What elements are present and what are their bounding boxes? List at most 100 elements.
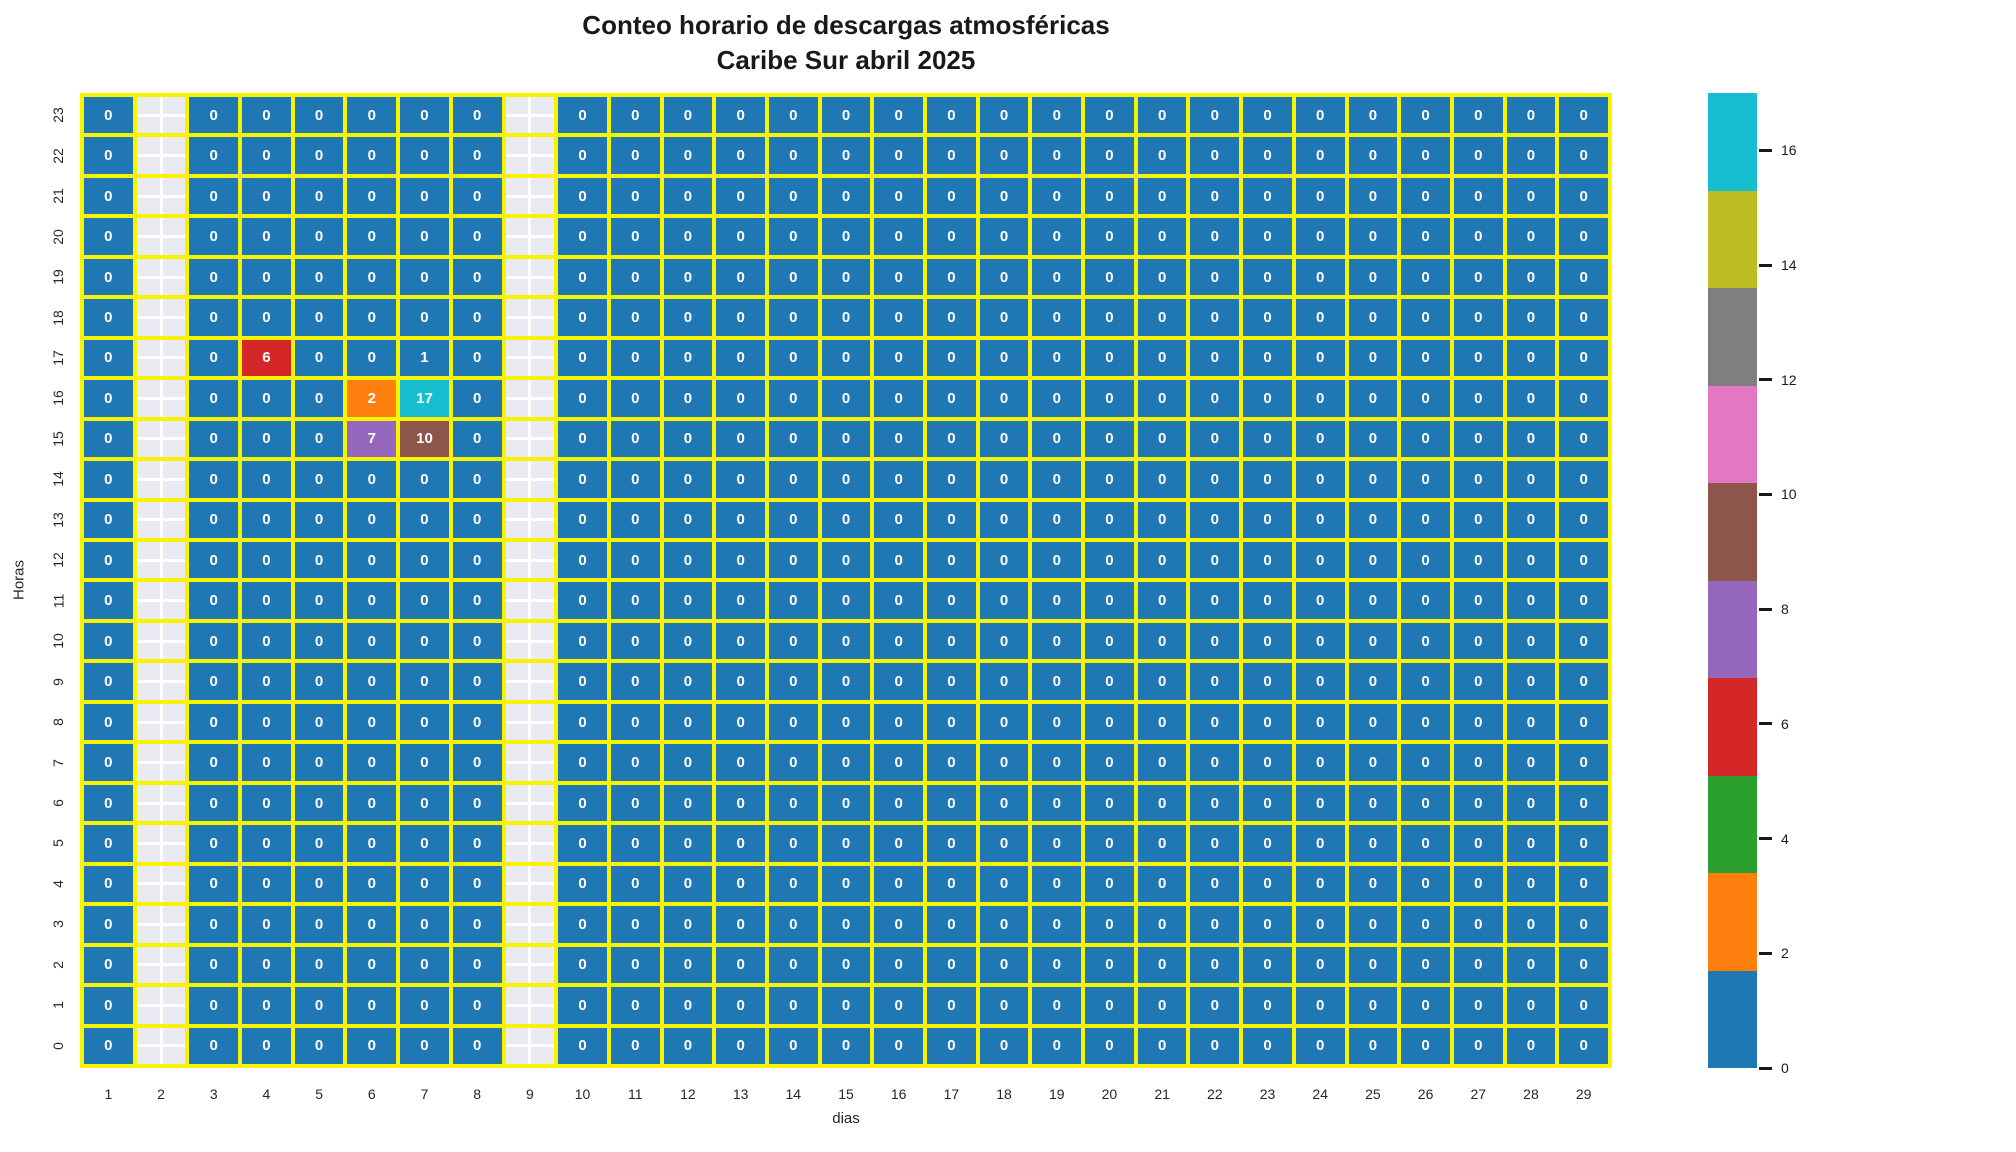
heatmap-cell: 0 <box>927 906 976 943</box>
y-tick-label-text: 15 <box>49 431 66 447</box>
heatmap-cell: 0 <box>84 97 133 134</box>
heatmap-cell: 0 <box>347 784 397 822</box>
y-tick-label-text: 10 <box>49 633 66 649</box>
heatmap-cell: 0 <box>610 542 660 579</box>
heatmap-cell: 0 <box>716 663 765 700</box>
y-tick-label-text: 11 <box>49 593 66 608</box>
heatmap-cell: 0 <box>400 865 449 903</box>
heatmap-cell: 0 <box>1190 137 1240 174</box>
heatmap-cell: 0 <box>821 906 871 943</box>
heatmap-cell: 0 <box>1032 906 1082 943</box>
heatmap-cell: 0 <box>1401 542 1450 579</box>
heatmap-cell: 0 <box>1506 663 1556 700</box>
heatmap-cell: 0 <box>1032 542 1082 579</box>
heatmap-cell: 0 <box>1295 744 1345 781</box>
y-tick-label: 18 <box>42 299 74 335</box>
heatmap-cell: 0 <box>242 987 291 1024</box>
heatmap-cell: 0 <box>1506 380 1556 417</box>
heatmap-cell: 0 <box>1243 339 1292 377</box>
heatmap-cell: 0 <box>1137 906 1187 943</box>
x-tick-label: 14 <box>785 1086 802 1102</box>
heatmap-cell: 0 <box>558 622 607 660</box>
nan-cell <box>136 420 186 458</box>
heatmap-cell: 0 <box>1032 865 1082 903</box>
heatmap-cell: 0 <box>821 622 871 660</box>
heatmap-cell: 0 <box>1559 299 1608 336</box>
heatmap-cell: 0 <box>1506 137 1556 174</box>
heatmap-cell: 0 <box>979 582 1029 619</box>
heatmap-cell: 0 <box>294 622 344 660</box>
heatmap-cell: 0 <box>1190 865 1240 903</box>
heatmap-cell: 0 <box>1032 784 1082 822</box>
heatmap-cell: 0 <box>1137 97 1187 134</box>
heatmap-cell: 0 <box>294 542 344 579</box>
heatmap-cell: 0 <box>1559 218 1608 255</box>
heatmap-cell: 0 <box>1190 461 1240 498</box>
heatmap-cell: 0 <box>1085 663 1134 700</box>
heatmap-cell: 0 <box>927 420 976 458</box>
heatmap-cell: 0 <box>558 137 607 174</box>
y-tick-label: 7 <box>42 744 74 780</box>
heatmap-cell: 0 <box>189 461 239 498</box>
heatmap-cell: 0 <box>1137 461 1187 498</box>
heatmap-cell: 0 <box>294 703 344 741</box>
heatmap-cell: 0 <box>347 137 397 174</box>
heatmap-cell: 0 <box>716 177 765 215</box>
heatmap-cell: 0 <box>1401 218 1450 255</box>
heatmap-cell: 0 <box>189 501 239 539</box>
heatmap-cell: 0 <box>716 703 765 741</box>
heatmap-cell: 0 <box>1190 703 1240 741</box>
heatmap-cell: 0 <box>1295 299 1345 336</box>
heatmap-cell: 0 <box>979 987 1029 1024</box>
heatmap-cell: 0 <box>242 177 291 215</box>
heatmap-cell: 0 <box>874 501 924 539</box>
heatmap-cell: 0 <box>1401 258 1450 296</box>
heatmap-cell: 0 <box>1137 299 1187 336</box>
heatmap-cell: 0 <box>1032 946 1082 984</box>
colorbar-tick-mark <box>1759 837 1772 841</box>
x-tick-label: 3 <box>209 1086 218 1102</box>
heatmap-cell: 0 <box>1401 865 1450 903</box>
heatmap-cell: 0 <box>610 744 660 781</box>
heatmap-cell: 0 <box>1032 582 1082 619</box>
heatmap-cell: 0 <box>1401 825 1450 862</box>
heatmap-cell: 0 <box>1190 339 1240 377</box>
heatmap-cell: 0 <box>400 622 449 660</box>
heatmap-cell: 0 <box>189 137 239 174</box>
heatmap-cell: 0 <box>927 582 976 619</box>
heatmap-cell: 0 <box>979 946 1029 984</box>
heatmap-cell: 0 <box>1401 582 1450 619</box>
heatmap-cell: 0 <box>1243 865 1292 903</box>
heatmap-cell: 0 <box>1453 906 1503 943</box>
heatmap-cell: 0 <box>294 987 344 1024</box>
nan-cell <box>505 744 555 781</box>
nan-cell <box>136 461 186 498</box>
heatmap-cell: 0 <box>1190 380 1240 417</box>
heatmap-cell: 0 <box>821 258 871 296</box>
colorbar-tick-label: 4 <box>1781 830 1789 847</box>
colorbar-tick-label: 14 <box>1781 257 1797 274</box>
x-tick-label: 27 <box>1470 1086 1487 1102</box>
heatmap-cell: 0 <box>663 299 713 336</box>
y-tick-label: 1 <box>42 987 74 1023</box>
nan-cell <box>505 299 555 336</box>
heatmap-cell: 0 <box>242 784 291 822</box>
colorbar-block <box>1708 385 1757 483</box>
heatmap-cell: 0 <box>874 906 924 943</box>
y-tick-label: 2 <box>42 947 74 983</box>
heatmap-cell: 0 <box>1190 299 1240 336</box>
heatmap-cell: 0 <box>242 420 291 458</box>
heatmap-cell: 0 <box>558 663 607 700</box>
heatmap-cell: 0 <box>1401 703 1450 741</box>
heatmap-cell: 0 <box>1559 825 1608 862</box>
heatmap-cell: 0 <box>84 1027 133 1064</box>
nan-cell <box>505 987 555 1024</box>
heatmap-cell: 0 <box>874 744 924 781</box>
heatmap-cell: 0 <box>927 865 976 903</box>
heatmap-cell: 0 <box>189 906 239 943</box>
heatmap-cell: 0 <box>1348 97 1398 134</box>
heatmap-cell: 0 <box>452 784 502 822</box>
heatmap-cell: 0 <box>821 663 871 700</box>
heatmap-cell: 0 <box>1085 865 1134 903</box>
heatmap-cell: 0 <box>1295 865 1345 903</box>
